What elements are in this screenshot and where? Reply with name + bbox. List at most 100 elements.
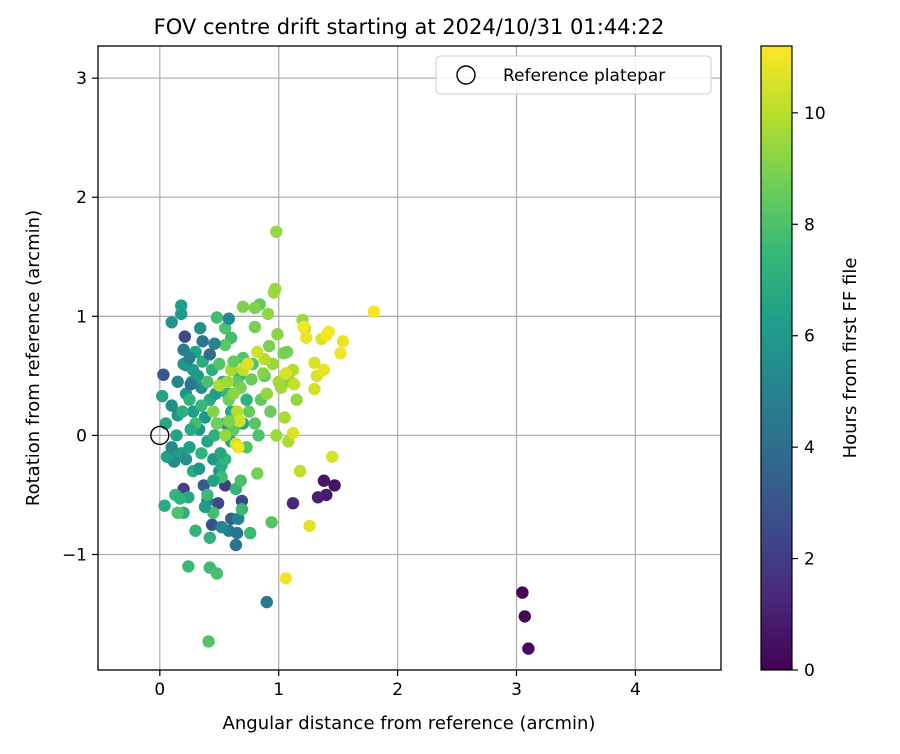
data-point <box>269 282 282 296</box>
x-tick-label: 3 <box>511 680 522 700</box>
data-point <box>158 499 171 512</box>
data-point <box>222 414 235 428</box>
data-point <box>278 411 291 424</box>
data-point <box>248 320 262 334</box>
data-point <box>221 375 234 388</box>
data-point <box>165 441 178 454</box>
data-point <box>201 488 214 502</box>
data-point <box>516 586 529 599</box>
data-point <box>248 417 262 430</box>
data-point <box>160 450 174 463</box>
data-point <box>257 367 270 380</box>
data-point <box>326 450 339 463</box>
data-point <box>518 610 531 623</box>
data-point <box>203 531 216 544</box>
data-point <box>170 429 183 442</box>
data-point <box>328 479 341 492</box>
data-point <box>317 363 331 377</box>
data-point <box>270 225 283 238</box>
x-tick-label: 4 <box>630 680 641 700</box>
data-point <box>171 375 184 388</box>
colorbar-ticks: 0 2 4 6 8 10 <box>792 104 826 681</box>
legend-label: Reference platepar <box>503 66 665 86</box>
data-point <box>198 500 212 514</box>
data-point <box>177 343 190 356</box>
data-point <box>219 322 232 335</box>
data-point <box>303 519 316 533</box>
data-point <box>320 329 333 342</box>
data-point <box>230 405 244 418</box>
data-point <box>222 312 235 325</box>
data-point <box>297 320 310 334</box>
data-point <box>261 307 275 321</box>
colorbar-gradient <box>761 46 792 670</box>
data-point <box>213 357 226 371</box>
data-point <box>184 378 197 391</box>
data-point <box>210 417 224 430</box>
data-point <box>184 423 197 436</box>
data-point <box>195 399 208 412</box>
data-point <box>210 311 224 324</box>
data-point <box>179 453 193 466</box>
data-point <box>280 345 294 359</box>
colorbar-tick-label: 0 <box>804 661 815 681</box>
data-point <box>189 524 202 537</box>
data-point <box>230 526 244 540</box>
data-point <box>334 347 347 360</box>
data-point <box>203 348 216 361</box>
data-point <box>234 474 247 487</box>
data-point <box>248 301 262 315</box>
data-point <box>264 405 277 418</box>
data-point <box>210 567 224 580</box>
colorbar-tick-label: 2 <box>804 550 815 570</box>
data-point <box>194 322 207 335</box>
data-point <box>232 512 245 525</box>
data-point <box>165 316 178 329</box>
data-point <box>176 405 189 418</box>
x-axis-ticks: 0 1 2 3 4 <box>154 670 641 700</box>
colorbar-frame <box>760 45 793 671</box>
data-point <box>219 429 232 442</box>
data-point <box>195 447 208 460</box>
x-axis-label: Angular distance from reference (arcmin) <box>223 713 596 734</box>
data-point <box>227 355 240 368</box>
x-tick-label: 1 <box>273 680 284 700</box>
colorbar: 0 2 4 6 8 10 Hours from first FF file <box>760 45 861 681</box>
data-point <box>186 363 200 377</box>
data-point <box>270 429 283 442</box>
data-point <box>207 405 220 418</box>
data-point <box>317 474 331 487</box>
data-point <box>522 642 535 655</box>
x-tick-label: 0 <box>154 680 165 700</box>
y-axis-label: Rotation from reference (arcmin) <box>23 210 44 506</box>
data-point <box>260 387 273 400</box>
data-point <box>271 328 284 341</box>
data-points <box>156 225 535 655</box>
data-point <box>202 635 215 648</box>
data-point <box>157 368 170 381</box>
data-point <box>215 520 228 534</box>
data-point <box>265 516 278 529</box>
data-point <box>233 414 246 428</box>
reference-layer <box>150 425 170 446</box>
data-point <box>252 429 265 442</box>
data-point <box>165 399 178 412</box>
data-point <box>293 464 307 478</box>
data-point <box>229 538 243 552</box>
data-point <box>235 503 249 516</box>
data-point <box>244 526 257 540</box>
data-point <box>272 375 285 388</box>
data-point <box>156 389 169 403</box>
data-point <box>173 492 187 505</box>
colorbar-tick-label: 4 <box>804 438 815 458</box>
data-point <box>308 356 321 369</box>
data-point <box>241 357 254 371</box>
data-point <box>263 339 276 353</box>
data-point <box>178 330 191 343</box>
data-point <box>236 300 250 313</box>
data-point <box>290 393 303 406</box>
data-point <box>286 497 300 510</box>
chart-title: FOV centre drift starting at 2024/10/31 … <box>154 15 665 39</box>
data-point <box>299 331 313 344</box>
colorbar-tick-label: 10 <box>804 104 826 124</box>
